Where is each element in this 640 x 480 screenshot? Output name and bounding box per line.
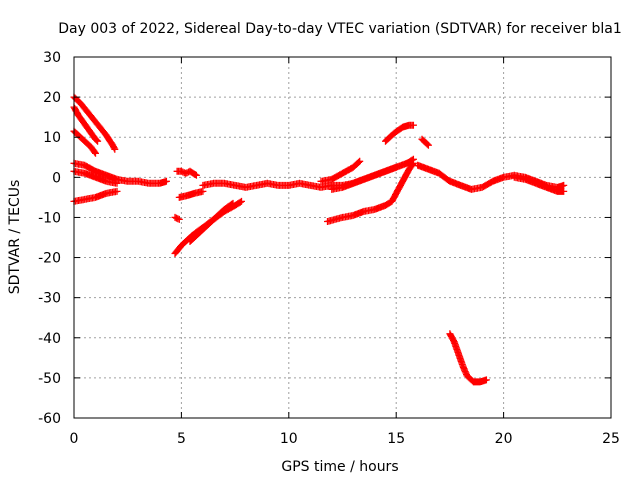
data-series xyxy=(317,157,364,185)
data-point-trace xyxy=(446,330,490,386)
data-point-trace xyxy=(382,121,417,145)
data-marks xyxy=(70,93,568,386)
data-series xyxy=(328,163,400,193)
x-tick-label: 0 xyxy=(70,431,79,447)
y-tick-label: -40 xyxy=(38,331,61,347)
data-series xyxy=(186,199,237,245)
y-tick-label: -60 xyxy=(38,411,61,427)
y-tick-label: 10 xyxy=(43,130,61,146)
y-tick-label: 0 xyxy=(52,170,61,186)
x-tick-label: 15 xyxy=(387,431,405,447)
data-series xyxy=(171,213,183,223)
x-tick-label: 25 xyxy=(602,431,620,447)
data-series xyxy=(418,135,432,149)
x-tick-label: 20 xyxy=(495,431,513,447)
data-series xyxy=(173,167,200,179)
y-tick-label: 20 xyxy=(43,90,61,106)
data-point-trace xyxy=(317,157,364,185)
y-tick-label: -50 xyxy=(38,371,61,387)
data-series xyxy=(510,173,568,195)
y-tick-label: -20 xyxy=(38,251,61,267)
data-point-trace xyxy=(175,187,207,201)
chart-title: Day 003 of 2022, Sidereal Day-to-day VTE… xyxy=(58,21,621,37)
data-series xyxy=(446,330,490,386)
data-point-trace xyxy=(418,135,432,149)
y-tick-label: -10 xyxy=(38,210,61,226)
data-series xyxy=(199,179,336,191)
x-axis-label: GPS time / hours xyxy=(281,459,398,475)
data-point-trace xyxy=(328,163,400,193)
y-tick-label: -30 xyxy=(38,291,61,307)
data-series xyxy=(175,187,207,201)
axis-ticks xyxy=(73,56,612,419)
data-point-trace xyxy=(199,179,336,191)
y-axis-label: SDTVAR / TECUs xyxy=(7,180,23,295)
y-tick-label: 30 xyxy=(43,50,61,66)
plot-frame xyxy=(73,56,612,419)
data-series xyxy=(324,159,417,225)
tick-labels: 0 5 10 15 20 25 -60 -50 -40 -30 -20 -10 0 10 20 30 xyxy=(38,50,620,447)
x-tick-label: 5 xyxy=(177,431,186,447)
data-point-trace xyxy=(324,159,417,225)
x-tick-label: 10 xyxy=(280,431,298,447)
data-series xyxy=(382,121,417,145)
data-point-trace xyxy=(510,173,568,195)
grid xyxy=(74,57,611,418)
data-point-trace xyxy=(186,199,237,245)
data-point-trace xyxy=(173,167,200,179)
data-point-trace xyxy=(171,213,183,223)
